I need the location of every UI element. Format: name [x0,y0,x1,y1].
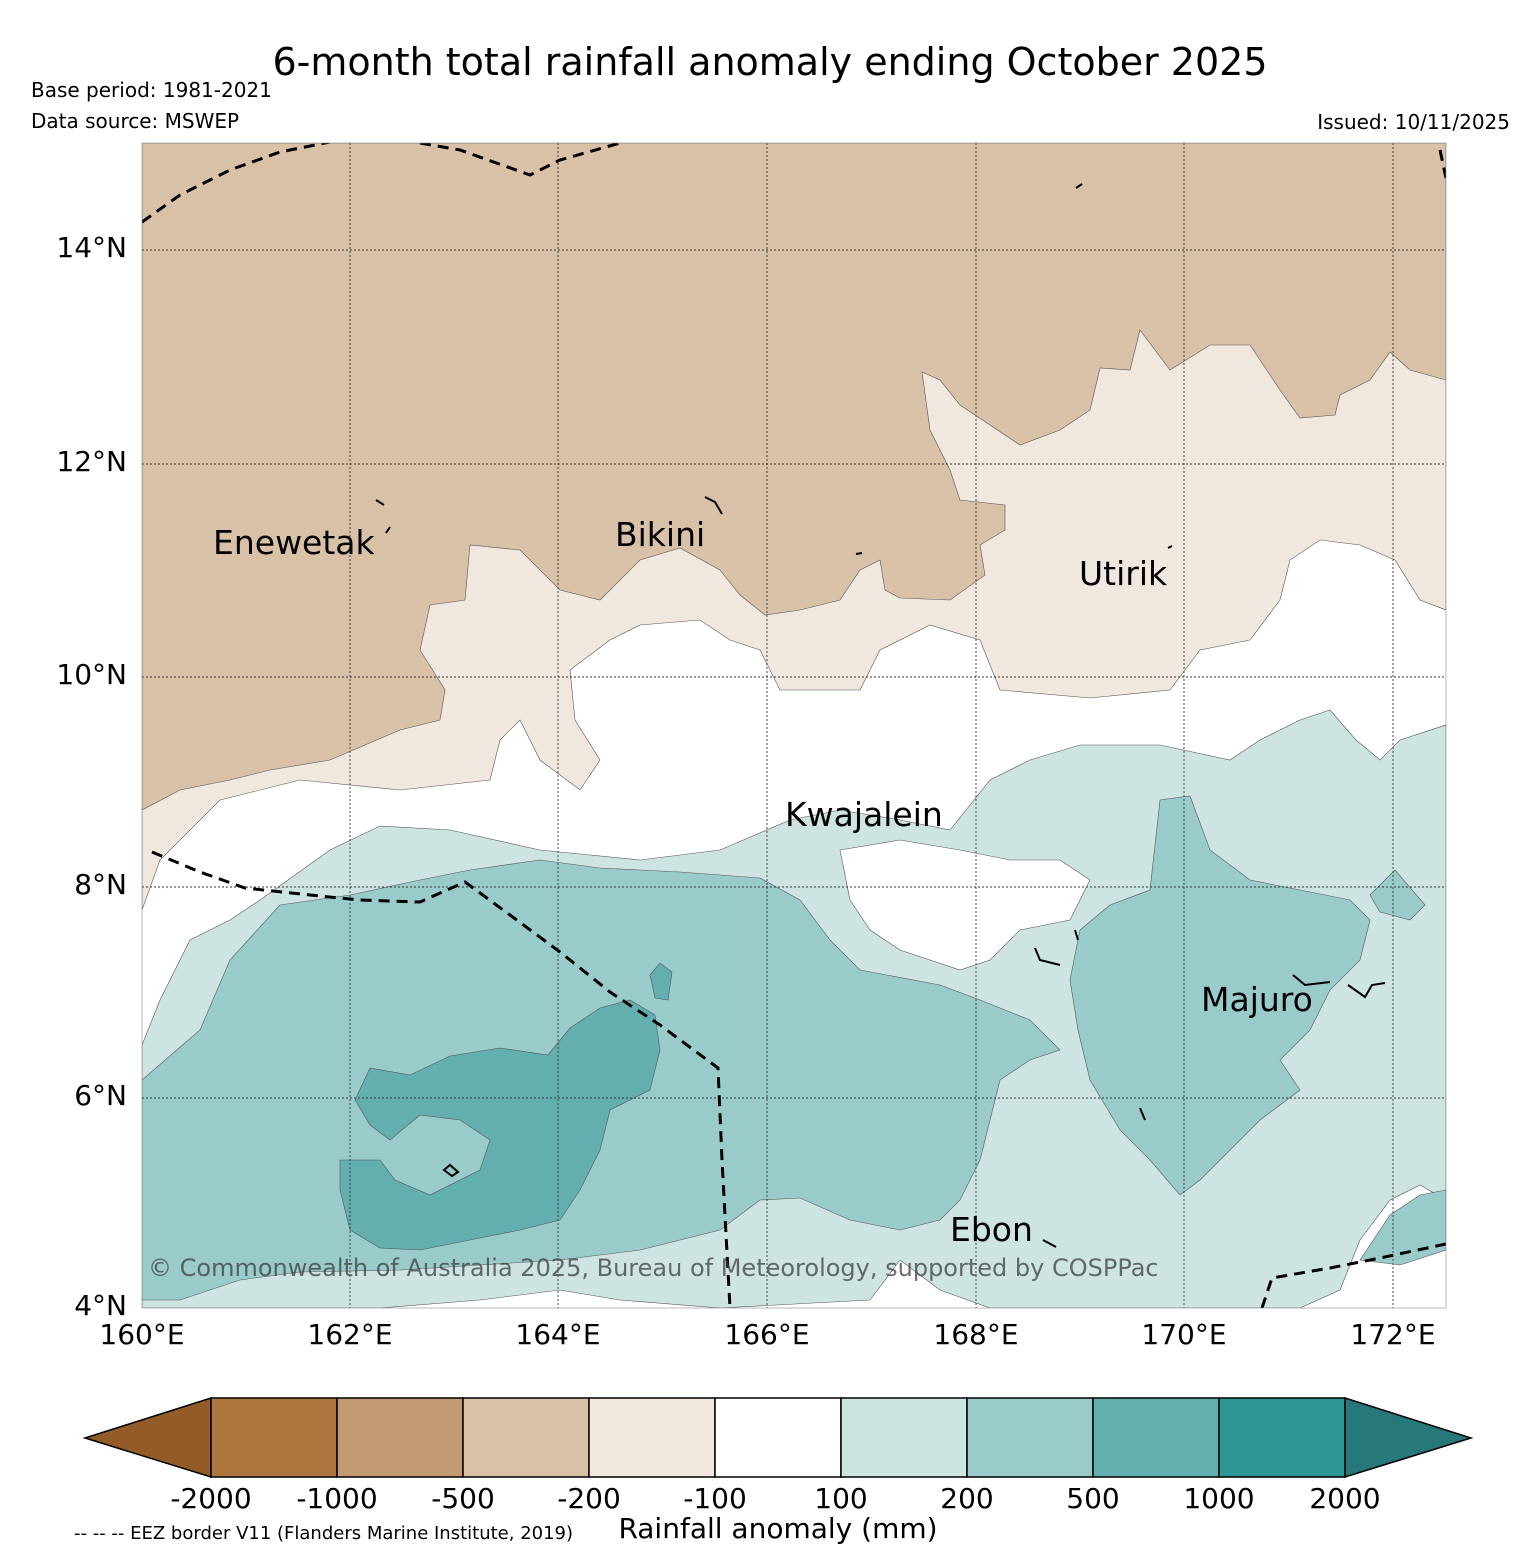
place-label-majuro: Majuro [1201,980,1313,1019]
region-wet-majuro [1069,795,1371,1196]
place-label-bikini: Bikini [615,515,706,554]
lat-label-12n: 12°N [56,445,127,478]
data-source-label: Data source: MSWEP [31,109,240,133]
atoll-outlines [375,183,1386,1248]
colorbar-bin [840,1397,968,1478]
colorbar-tick-label: -200 [557,1482,621,1515]
eez-border-note: -- -- -- EEZ border V11 (Flanders Marine… [74,1523,574,1544]
colorbar-tick-label: -1000 [296,1482,378,1515]
colorbar-tick-label: -500 [431,1482,495,1515]
region-very-wet [339,999,661,1251]
colorbar-extend-low [82,1396,212,1479]
colorbar-bin [1218,1397,1346,1478]
lon-label-160e: 160°E [99,1318,185,1351]
lat-label-4n: 4°N [74,1289,127,1322]
chart-title: 6-month total rainfall anomaly ending Oc… [272,40,1268,84]
colorbar [82,1396,1474,1479]
colorbar-tick-label: 2000 [1309,1482,1381,1515]
lat-label-14n: 14°N [56,231,127,264]
issued-date-label: Issued: 10/11/2025 [1317,110,1510,134]
colorbar-title: Rainfall anomaly (mm) [618,1512,938,1545]
region-wet-ne [1369,869,1426,921]
colorbar-tick-label: 500 [1066,1482,1120,1515]
region-very-wet-spot [649,962,673,1001]
colorbar-tick-label: 1000 [1183,1482,1255,1515]
lat-label-8n: 8°N [74,868,127,901]
colorbar-bin [714,1397,842,1478]
graticule [142,143,1446,1308]
colorbar-tick-label: -100 [683,1482,747,1515]
colorbar-bin [210,1397,338,1478]
lon-label-164e: 164°E [515,1318,601,1351]
region-near-normal-pocket [839,839,1091,971]
place-label-utirik: Utirik [1079,554,1168,593]
base-period-label: Base period: 1981-2021 [31,78,272,102]
eez-borders [142,143,1446,1308]
copyright-notice: © Commonwealth of Australia 2025, Bureau… [148,1254,1159,1282]
region-wet-se [1359,1189,1446,1266]
place-label-kwajalein: Kwajalein [785,795,943,834]
lon-label-170e: 170°E [1141,1318,1227,1351]
place-label-enewetak: Enewetak [213,523,375,562]
map-frame [141,142,1447,1309]
colorbar-bin [588,1397,716,1478]
lon-label-166e: 166°E [724,1318,810,1351]
colorbar-bin [966,1397,1094,1478]
colorbar-tick-label: 200 [940,1482,994,1515]
lon-label-172e: 172°E [1350,1318,1436,1351]
colorbar-extend-high [1344,1396,1474,1479]
map-plot-area [142,143,1446,1308]
colorbar-bin [1092,1397,1220,1478]
colorbar-tick-label: 100 [814,1482,868,1515]
lat-label-10n: 10°N [56,658,127,691]
colorbar-bin [462,1397,590,1478]
colorbar-tick-label: -2000 [170,1482,252,1515]
place-label-ebon: Ebon [950,1210,1033,1249]
lon-label-168e: 168°E [933,1318,1019,1351]
colorbar-bin [336,1397,464,1478]
region-dry [142,143,1446,811]
lon-label-162e: 162°E [307,1318,393,1351]
lat-label-6n: 6°N [74,1079,127,1112]
